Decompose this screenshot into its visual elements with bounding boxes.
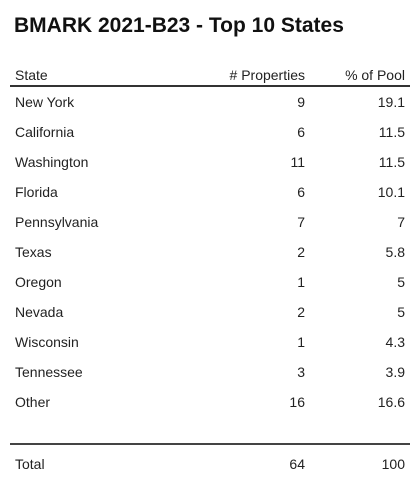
cell-state: California bbox=[15, 124, 75, 140]
table-body: New York 9 19.1 California 6 11.5 Washin… bbox=[10, 87, 410, 417]
table-row: Oregon 1 5 bbox=[10, 267, 410, 297]
table-row: Tennessee 3 3.9 bbox=[10, 357, 410, 387]
cell-properties: 9 bbox=[297, 94, 305, 110]
cell-pool: 5.8 bbox=[385, 244, 405, 260]
cell-state: Florida bbox=[15, 184, 58, 200]
header-properties: # Properties bbox=[229, 67, 305, 83]
table-row: New York 9 19.1 bbox=[10, 87, 410, 117]
cell-pool: 11.5 bbox=[378, 124, 405, 140]
table-title: BMARK 2021-B23 - Top 10 States bbox=[14, 14, 344, 37]
total-properties: 64 bbox=[289, 456, 305, 472]
cell-state: Tennessee bbox=[15, 364, 83, 380]
cell-state: Texas bbox=[15, 244, 52, 260]
cell-pool: 11.5 bbox=[378, 154, 405, 170]
header-pool: % of Pool bbox=[345, 67, 405, 83]
cell-pool: 3.9 bbox=[385, 364, 405, 380]
cell-state: Oregon bbox=[15, 274, 62, 290]
cell-properties: 3 bbox=[297, 364, 305, 380]
cell-properties: 1 bbox=[297, 274, 305, 290]
cell-state: Other bbox=[15, 394, 51, 410]
cell-pool: 5 bbox=[397, 304, 405, 320]
states-table: State # Properties % of Pool New York 9 … bbox=[10, 60, 410, 483]
cell-pool: 5 bbox=[397, 274, 405, 290]
cell-properties: 6 bbox=[297, 124, 305, 140]
table-row: Texas 2 5.8 bbox=[10, 237, 410, 267]
cell-state: New York bbox=[15, 94, 75, 110]
table-row: Other 16 16.6 bbox=[10, 387, 410, 417]
cell-pool: 4.3 bbox=[385, 334, 405, 350]
cell-state: Washington bbox=[15, 154, 89, 170]
total-row: Total 64 100 bbox=[10, 445, 410, 483]
table-row: Wisconsin 1 4.3 bbox=[10, 327, 410, 357]
table-row: California 6 11.5 bbox=[10, 117, 410, 147]
cell-state: Pennsylvania bbox=[15, 214, 99, 230]
table-row: Washington 11 11.5 bbox=[10, 147, 410, 177]
table-header: State # Properties % of Pool bbox=[10, 60, 410, 87]
cell-properties: 2 bbox=[297, 244, 305, 260]
cell-properties: 6 bbox=[297, 184, 305, 200]
header-state: State bbox=[15, 67, 48, 83]
cell-state: Wisconsin bbox=[15, 334, 79, 350]
cell-pool: 7 bbox=[397, 214, 405, 230]
cell-properties: 16 bbox=[289, 394, 305, 410]
cell-properties: 7 bbox=[297, 214, 305, 230]
table-row: Florida 6 10.1 bbox=[10, 177, 410, 207]
cell-pool: 10.1 bbox=[377, 184, 405, 200]
cell-properties: 11 bbox=[290, 154, 305, 170]
cell-properties: 1 bbox=[297, 334, 305, 350]
total-divider bbox=[10, 417, 410, 445]
total-label: Total bbox=[15, 456, 45, 472]
total-pool: 100 bbox=[381, 456, 405, 472]
cell-pool: 19.1 bbox=[377, 94, 405, 110]
table-row: Pennsylvania 7 7 bbox=[10, 207, 410, 237]
cell-state: Nevada bbox=[15, 304, 64, 320]
cell-properties: 2 bbox=[297, 304, 305, 320]
cell-pool: 16.6 bbox=[377, 394, 405, 410]
table-row: Nevada 2 5 bbox=[10, 297, 410, 327]
